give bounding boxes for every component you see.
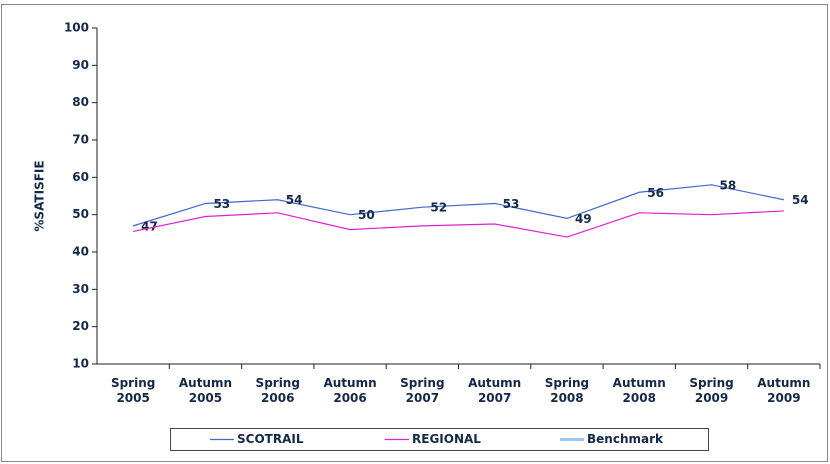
x-tick-label: Autumn 2007 [468, 376, 522, 405]
data-label: 54 [286, 193, 303, 207]
y-tick-label: 70 [72, 133, 89, 147]
y-tick-label: 80 [72, 95, 89, 109]
x-tick-label: Spring 2008 [544, 376, 590, 405]
y-tick-label: 60 [72, 170, 89, 184]
y-tick-label: 20 [72, 319, 89, 333]
y-tick-label: 90 [72, 58, 89, 72]
x-tick-label: Autumn 2006 [323, 376, 377, 405]
x-tick-label: Spring 2007 [400, 376, 445, 405]
x-tick-label: Spring 2006 [255, 376, 300, 405]
series-line [133, 210, 784, 238]
y-tick-label: 50 [72, 207, 89, 221]
data-label: 56 [647, 186, 664, 200]
legend-box [170, 428, 709, 451]
data-label: 52 [430, 201, 447, 215]
legend-label: Benchmark [587, 432, 664, 446]
x-tick-label: Spring 2009 [689, 376, 734, 405]
x-tick-label: Autumn 2008 [612, 376, 666, 405]
data-label: 58 [720, 178, 737, 192]
x-tick-label: Autumn 2009 [757, 376, 811, 405]
data-label: 50 [358, 208, 375, 222]
x-tick-label: Spring 2005 [110, 376, 156, 405]
data-label: 53 [503, 197, 520, 211]
data-label: 49 [575, 212, 592, 226]
y-tick-label: 30 [72, 282, 89, 296]
data-label: 53 [213, 197, 230, 211]
data-label: 54 [792, 193, 809, 207]
data-label: 47 [141, 219, 158, 233]
legend-label: REGIONAL [412, 432, 481, 446]
y-axis-label: %SATISFIE [33, 160, 47, 231]
y-tick-label: 10 [72, 357, 89, 371]
y-tick-label: 100 [64, 21, 89, 35]
x-tick-label: Autumn 2005 [178, 376, 233, 405]
legend-label: SCOTRAIL [237, 432, 304, 446]
y-tick-label: 40 [72, 245, 89, 259]
chart-border [1, 4, 828, 462]
series-line [132, 184, 784, 227]
